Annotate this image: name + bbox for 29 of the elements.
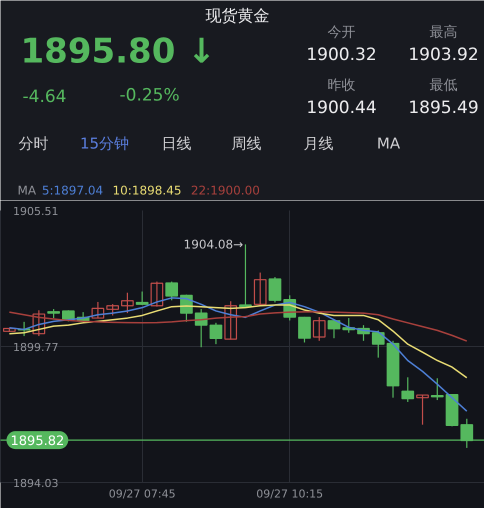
- text: 最低: [430, 78, 458, 94]
- text: -4.64: [22, 87, 66, 107]
- legend-title: MA: [18, 184, 37, 198]
- text: -0.25%: [120, 86, 180, 106]
- annotation: 1904.08→: [184, 237, 244, 252]
- text: 22:1900.00: [190, 184, 260, 198]
- y-tick-label: 1905.51: [13, 205, 59, 218]
- text: 日线: [162, 134, 192, 152]
- text: 最高: [430, 24, 458, 40]
- ref-line-label: 1895.82: [10, 434, 64, 450]
- text: 分时: [18, 134, 48, 152]
- x-tick-label: 09/27 07:45: [108, 488, 176, 500]
- text: 15分钟: [80, 134, 130, 152]
- text: 周线: [232, 134, 262, 152]
- text: 5:1897.04: [42, 184, 104, 198]
- y-tick-label: 1894.03: [13, 477, 59, 490]
- text: 月线: [304, 134, 334, 152]
- y-tick-label: 1899.77: [13, 341, 59, 354]
- text: MA: [376, 134, 401, 152]
- x-tick-label: 09/27 10:15: [256, 488, 324, 500]
- text: 1900.44: [306, 98, 377, 118]
- text: 10:1898.45: [112, 184, 182, 198]
- chart-subtitle: 1895.80 ↓: [20, 32, 216, 72]
- text: 1895.49: [408, 98, 479, 118]
- text: 昨收: [328, 78, 356, 94]
- text: 1903.92: [408, 45, 479, 65]
- text: 1900.32: [306, 45, 377, 65]
- chart-title: 现货黄金: [206, 6, 270, 25]
- text: 今开: [328, 24, 356, 40]
